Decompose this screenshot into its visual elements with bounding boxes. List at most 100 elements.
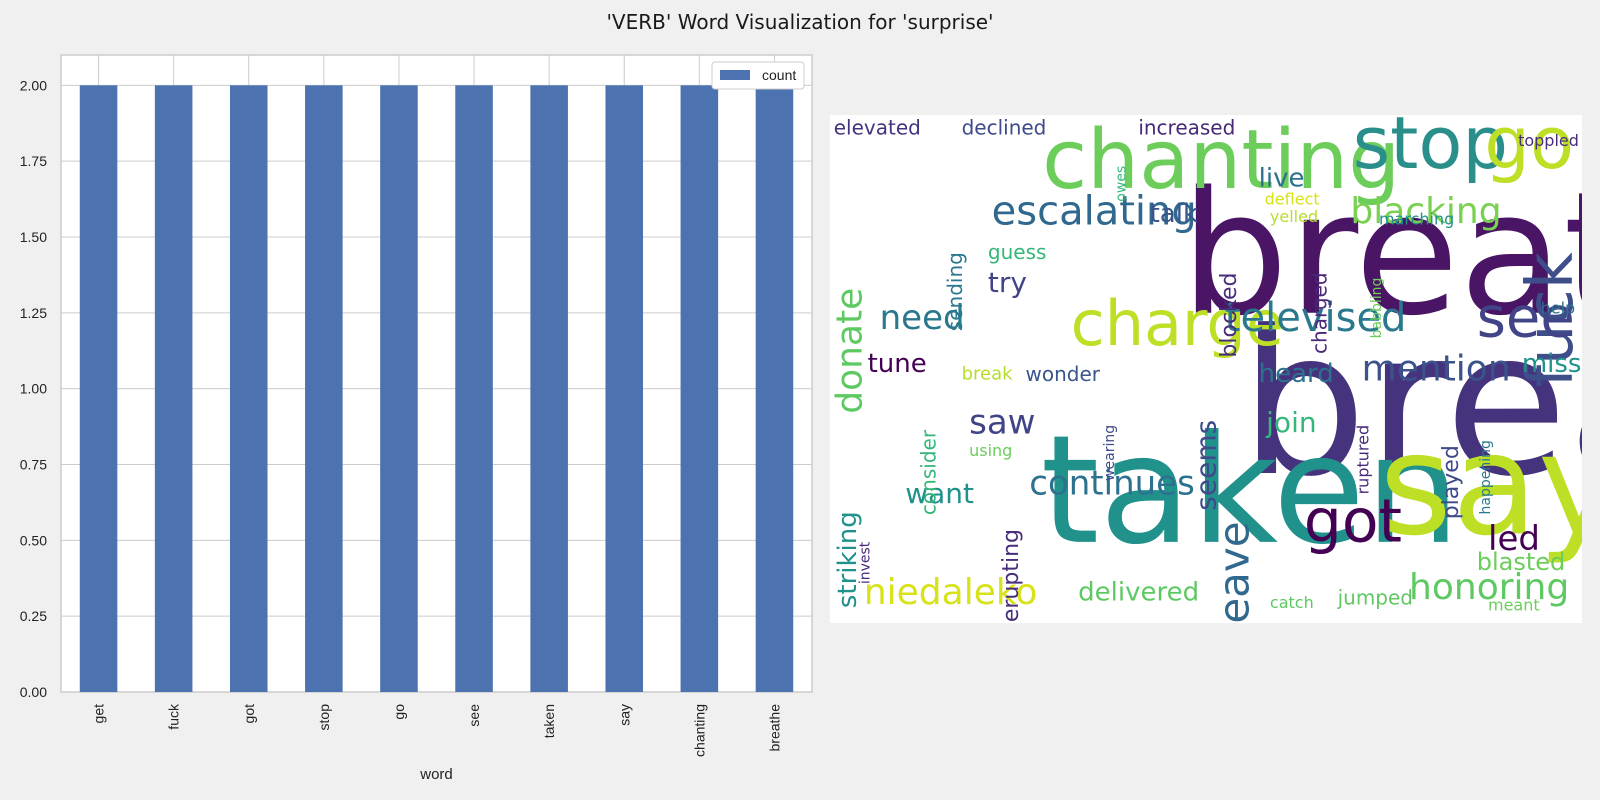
- word-want: want: [905, 477, 974, 510]
- word-continues: continues: [1029, 463, 1195, 503]
- bar-see: [455, 85, 493, 693]
- y-tick-label: 0.75: [20, 457, 47, 473]
- bar-say: [605, 85, 644, 693]
- bar-got: [229, 85, 268, 693]
- y-tick-label: 1.00: [20, 381, 47, 397]
- word-charge: charge: [1071, 287, 1284, 360]
- x-tick-label: stop: [316, 704, 332, 731]
- figure-title: 'VERB' Word Visualization for 'surprise': [606, 10, 994, 34]
- x-tick-label: breathe: [766, 704, 782, 752]
- word-donate: donate: [830, 288, 871, 414]
- word-led: led: [1488, 519, 1540, 559]
- x-tick-label: see: [466, 704, 482, 727]
- word-talk: talk: [1150, 199, 1198, 229]
- word-seems: seems: [1190, 420, 1223, 511]
- bar-group: [79, 85, 794, 693]
- word-televised: televised: [1225, 295, 1407, 341]
- word-toppled: toppled: [1518, 131, 1579, 150]
- word-saw: saw: [969, 402, 1035, 442]
- legend-label: count: [762, 67, 796, 83]
- word-yelled: yelled: [1270, 207, 1318, 226]
- word-meant: meant: [1488, 596, 1540, 615]
- word-delivered: delivered: [1078, 578, 1199, 608]
- word-wearing: wearing: [1102, 425, 1118, 481]
- word-break: break: [962, 364, 1014, 385]
- x-tick-label: got: [241, 704, 257, 724]
- word-join: join: [1265, 406, 1316, 439]
- word-got: got: [1304, 486, 1402, 556]
- bar-breathe: [755, 85, 794, 693]
- word-taken: taken: [1041, 404, 1461, 578]
- y-tick-label: 0.50: [20, 532, 47, 548]
- word-blocked: blocked: [1217, 272, 1242, 357]
- word-live: live: [1259, 164, 1305, 194]
- x-tick-label: taken: [541, 704, 557, 738]
- word-tune: tune: [868, 349, 927, 379]
- word-say: say: [1379, 404, 1582, 567]
- bar-go: [380, 85, 418, 693]
- word-played: played: [1439, 445, 1464, 519]
- y-tick-label: 1.25: [20, 305, 47, 321]
- word-help: help: [1541, 299, 1576, 318]
- word-leave: leave: [1209, 521, 1258, 623]
- word-deflect: deflect: [1265, 189, 1320, 208]
- word-niedaleko: niedaleko: [864, 572, 1038, 613]
- word-blacking: blacking: [1350, 191, 1501, 232]
- word-owes: owes: [1113, 166, 1129, 202]
- word-cloud-background: [830, 115, 1582, 623]
- word-charged: charged: [1307, 272, 1331, 354]
- word-fuck: fuck: [1514, 252, 1582, 387]
- x-axis-label: word: [419, 766, 453, 783]
- y-tick-label: 2.00: [20, 77, 47, 93]
- word-increased: increased: [1138, 116, 1235, 140]
- word-babbling: babbling: [1369, 278, 1385, 339]
- word-consider: consider: [916, 429, 940, 515]
- word-striking: striking: [833, 511, 863, 608]
- word-wonder: wonder: [1026, 362, 1101, 386]
- word-catch: catch: [1270, 593, 1314, 612]
- word-mention: mention: [1362, 349, 1511, 390]
- bar-chanting: [680, 85, 719, 693]
- legend: count: [711, 61, 805, 90]
- word-erupting: erupting: [999, 529, 1024, 622]
- bar-fuck: [154, 85, 193, 693]
- x-tick-label: chanting: [691, 704, 707, 757]
- word-sending: sending: [943, 252, 967, 331]
- word-go: go: [1484, 115, 1574, 185]
- bar-stop: [305, 85, 343, 693]
- word-see: see: [1477, 286, 1575, 351]
- word-guess: guess: [988, 240, 1047, 264]
- word-blasted: blasted: [1477, 548, 1566, 576]
- x-tick-label: get: [91, 704, 107, 724]
- word-breaking: breaking: [1240, 288, 1582, 521]
- word-ruptured: ruptured: [1353, 425, 1372, 495]
- word-breathe: breathe: [1180, 156, 1582, 354]
- word-jumped: jumped: [1337, 586, 1413, 610]
- y-tick-label: 0.25: [20, 608, 47, 624]
- legend-box: [711, 61, 805, 90]
- word-heard: heard: [1259, 359, 1334, 389]
- word-invest: invest: [858, 541, 874, 584]
- word-stop: stop: [1353, 115, 1509, 185]
- x-tick-label: say: [616, 704, 632, 726]
- bar-chart: 0.00 0.25 0.50 0.75 1.00 1.25 1.50 1.75 2.00 get…: [20, 54, 813, 783]
- bar-get: [79, 85, 118, 693]
- word-miss: miss: [1522, 349, 1582, 379]
- y-axis-ticks: 0.00 0.25 0.50 0.75 1.00 1.25 1.50 1.75 2.00: [20, 77, 47, 700]
- word-elevated: elevated: [834, 116, 921, 140]
- x-tick-label: fuck: [166, 703, 182, 730]
- x-tick-label: go: [391, 704, 407, 720]
- word-chanting: chanting: [1042, 115, 1400, 208]
- y-tick-label: 0.00: [20, 684, 47, 700]
- word-try: try: [988, 266, 1027, 299]
- y-tick-label: 1.50: [20, 229, 47, 245]
- word-honoring: honoring: [1409, 567, 1569, 608]
- word-happening: happening: [1478, 440, 1494, 514]
- word-escalating: escalating: [992, 189, 1197, 235]
- word-declined: declined: [962, 116, 1047, 140]
- y-tick-label: 1.75: [20, 153, 47, 169]
- word-using: using: [969, 441, 1012, 460]
- bar-taken: [530, 85, 568, 693]
